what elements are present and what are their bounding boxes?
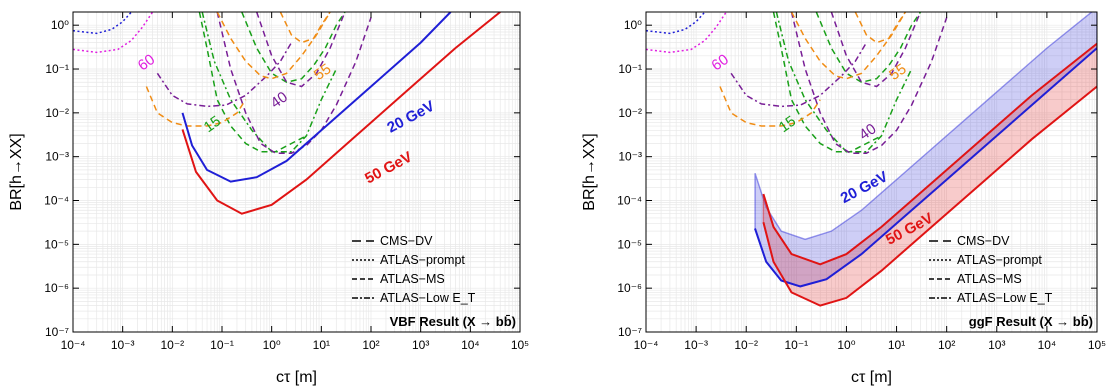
contour-60 [73, 12, 154, 54]
legend-entry: ATLAS−prompt [957, 253, 1042, 267]
x-axis: 10⁻⁴ 10⁻³ 10⁻² 10⁻¹ 10⁰ 10¹ 10² 10³ 10⁴ 10⁵ [61, 12, 529, 352]
y-tick-label: 10⁻⁶ [617, 281, 642, 295]
y-axis: 10⁻⁷ 10⁻⁶ 10⁻⁵ 10⁻⁴ 10⁻³ 10⁻² 10⁻¹ 10⁰ [617, 18, 1097, 339]
series-20-gev [181, 12, 452, 183]
y-tick-label: 10⁻⁵ [44, 237, 69, 251]
contour-40 [255, 12, 346, 88]
contour-40 [790, 12, 948, 154]
legend-entry: ATLAS−Low E_T [380, 291, 476, 305]
y-axis-title: BR[h→XX] [8, 133, 25, 210]
contour-label: 60 [135, 51, 158, 74]
x-tick-label: 10⁻³ [111, 338, 135, 352]
x-tick-label: 10⁴ [461, 338, 480, 352]
contour-label: 60 [708, 51, 731, 74]
contour-15 [772, 12, 882, 153]
chart-panel-1: 10⁻⁴ 10⁻³ 10⁻² 10⁻¹ 10⁰ 10¹ 10² 10³ 10⁴ 10⁵10⁻⁷10… [8, 11, 529, 386]
y-axis-title: BR[h→XX] [581, 133, 598, 210]
legend-entry: ATLAS−MS [380, 272, 445, 286]
x-tick-label: 10³ [988, 338, 1005, 352]
contour-55 [279, 12, 331, 44]
x-tick-label: 10⁴ [1038, 338, 1057, 352]
legend-entry: ATLAS−Low E_T [957, 291, 1053, 305]
chart-panel-2: 10⁻⁴ 10⁻³ 10⁻² 10⁻¹ 10⁰ 10¹ 10² 10³ 10⁴ 10⁵10⁻⁷10… [581, 11, 1106, 386]
contour-label: 40 [268, 88, 291, 111]
x-axis-title: cτ [m] [276, 369, 317, 386]
series-20-gev [754, 47, 1097, 288]
y-tick-label: 10⁻¹ [45, 62, 69, 76]
contour-15 [775, 12, 913, 153]
x-tick-label: 10⁻¹ [784, 338, 808, 352]
contour-40 [156, 42, 293, 108]
contour-55 [216, 12, 331, 80]
series-50-gev [181, 12, 501, 215]
legend: CMS−DV ATLAS−prompt ATLAS−MS ATLAS−Low E_T [929, 234, 1053, 305]
series-50-gev [762, 42, 1097, 266]
x-tick-label: 10⁰ [837, 338, 855, 352]
x-tick-label: 10⁻² [734, 338, 758, 352]
x-axis: 10⁻⁴ 10⁻³ 10⁻² 10⁻¹ 10⁰ 10¹ 10² 10³ 10⁴ 10⁵ [634, 12, 1106, 352]
y-tick-label: 10⁻⁵ [617, 237, 642, 251]
x-tick-label: 10² [938, 338, 955, 352]
grid [645, 11, 1098, 333]
legend-entry: CMS−DV [957, 234, 1010, 248]
x-tick-label: 10⁻⁴ [61, 338, 86, 352]
contour-40 [730, 42, 868, 108]
legend: CMS−DV ATLAS−prompt ATLAS−MS ATLAS−Low E_T [352, 234, 476, 305]
x-tick-label: 10² [362, 338, 379, 352]
y-tick-label: 10⁻³ [45, 150, 69, 164]
contour-label: 55 [886, 60, 909, 83]
x-tick-label: 10⁻¹ [210, 338, 234, 352]
legend-entry: ATLAS−prompt [380, 253, 465, 267]
contour-55 [854, 12, 907, 44]
y-tick-label: 10⁻² [618, 106, 642, 120]
x-tick-label: 10¹ [313, 338, 330, 352]
x-tick-label: 10⁵ [511, 338, 529, 352]
x-tick-label: 10⁻² [160, 338, 184, 352]
plot-area [646, 12, 1097, 307]
contour-15 [201, 12, 337, 153]
contour-15 [815, 12, 922, 83]
plot-frame [72, 11, 521, 333]
y-tick-label: 10⁰ [624, 18, 642, 32]
contour-label: 55 [311, 60, 334, 83]
y-tick-label: 10⁻¹ [618, 62, 642, 76]
y-tick-label: 10⁻³ [618, 150, 642, 164]
y-tick-label: 10⁻⁶ [44, 281, 69, 295]
contour-15 [198, 12, 307, 153]
y-tick-label: 10⁻⁷ [618, 325, 642, 339]
series-50-gev [762, 85, 1097, 307]
x-tick-label: 10³ [412, 338, 429, 352]
contour-40 [830, 12, 922, 88]
result-annotation: VBF Result (X → bb̄) [390, 314, 516, 329]
contour-15 [241, 12, 346, 83]
contour-label: 40 [856, 120, 879, 143]
result-annotation: ggF Result (X → bb̄) [969, 314, 1093, 329]
contour-55 [719, 86, 821, 127]
plot-frame [645, 11, 1098, 333]
legend-entry: CMS−DV [380, 234, 433, 248]
y-tick-label: 10⁻² [45, 106, 69, 120]
contour-55 [145, 86, 247, 127]
x-tick-label: 10⁻⁴ [634, 338, 659, 352]
y-tick-label: 10⁻⁷ [45, 325, 69, 339]
contour-40 [216, 12, 372, 154]
x-axis-title: cτ [m] [851, 369, 892, 386]
mass-label: 50 GeV [362, 148, 415, 187]
contour-label: 15 [201, 113, 224, 136]
contour-label: 15 [776, 113, 799, 136]
y-axis: 10⁻⁷ 10⁻⁶ 10⁻⁵ 10⁻⁴ 10⁻³ 10⁻² 10⁻¹ 10⁰ [44, 18, 520, 339]
legend-entry: ATLAS−MS [957, 272, 1022, 286]
contour-55 [790, 12, 907, 80]
y-tick-label: 10⁻⁴ [44, 194, 69, 208]
x-tick-label: 10⁻³ [684, 338, 708, 352]
plot-area [73, 12, 501, 215]
y-tick-label: 10⁻⁴ [617, 194, 642, 208]
x-tick-label: 10⁵ [1088, 338, 1106, 352]
contour-60 [646, 12, 727, 54]
x-tick-label: 10¹ [888, 338, 905, 352]
y-tick-label: 10⁰ [51, 18, 69, 32]
x-tick-label: 10⁰ [263, 338, 281, 352]
